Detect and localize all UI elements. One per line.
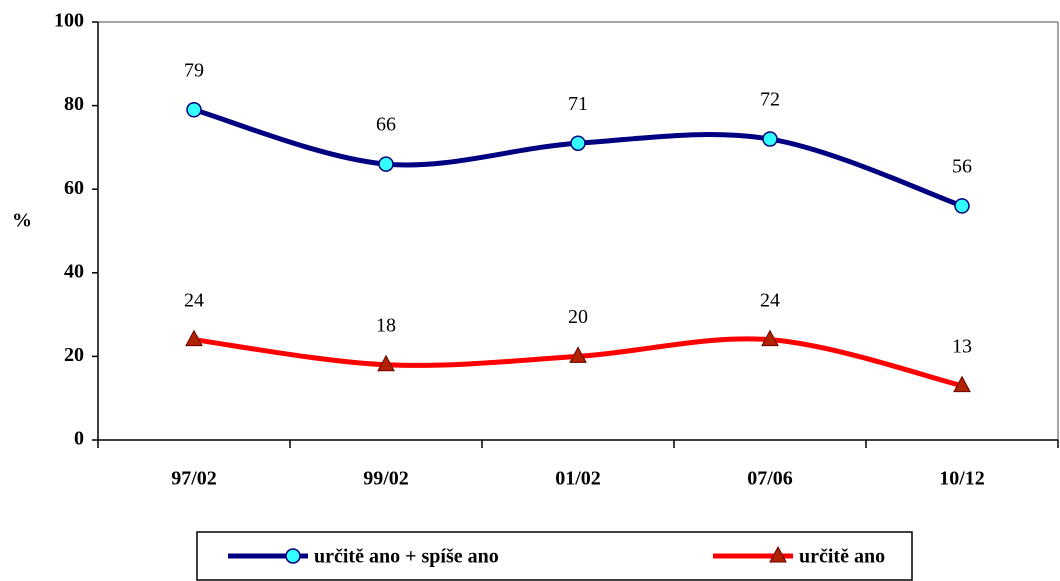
data-point: [378, 156, 394, 172]
data-point: [186, 102, 202, 118]
y-tick-label: 60: [64, 177, 84, 199]
data-label: 79: [184, 59, 204, 81]
data-point: [569, 346, 587, 363]
data-label: 24: [184, 289, 204, 311]
legend-marker: [285, 548, 301, 564]
x-tick-label: 99/02: [363, 468, 409, 490]
data-label: 18: [376, 314, 396, 336]
y-tick-label: 0: [74, 428, 84, 450]
x-tick-label: 07/06: [747, 468, 793, 490]
data-label: 24: [760, 289, 780, 311]
data-point: [570, 135, 586, 151]
y-tick-label: 40: [64, 260, 84, 282]
x-tick-label: 01/02: [555, 468, 601, 490]
data-label: 13: [952, 335, 972, 357]
y-axis-label: %: [12, 210, 32, 232]
data-point: [377, 354, 395, 372]
x-tick-label: 97/02: [171, 468, 217, 490]
data-label: 72: [760, 89, 780, 111]
y-tick-label: 80: [64, 93, 84, 115]
data-label: 56: [952, 156, 972, 178]
data-label: 20: [568, 306, 588, 328]
data-label: 66: [376, 114, 396, 136]
legend-label: určitě ano + spíše ano: [314, 546, 499, 568]
legend-marker: [769, 545, 787, 563]
data-point: [953, 375, 971, 393]
x-tick-label: 10/12: [939, 468, 985, 490]
data-point: [185, 329, 203, 347]
legend-label: určitě ano: [799, 546, 885, 568]
data-point: [762, 131, 778, 147]
y-tick-label: 100: [54, 10, 84, 32]
data-point: [954, 198, 970, 214]
data-label: 71: [568, 93, 588, 115]
data-point: [761, 329, 779, 347]
series-line: [193, 107, 963, 209]
y-tick-label: 20: [64, 344, 84, 366]
